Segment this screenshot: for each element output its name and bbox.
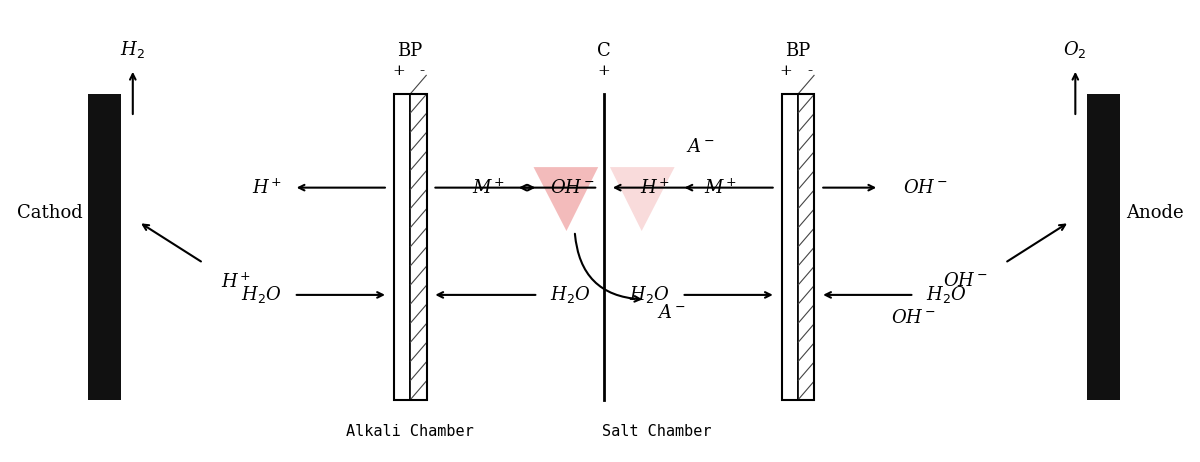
Text: OH$^-$: OH$^-$	[890, 309, 935, 327]
Text: H$_2$O: H$_2$O	[926, 285, 967, 305]
Text: H$_2$O: H$_2$O	[550, 285, 592, 305]
Text: A$^-$: A$^-$	[656, 304, 685, 322]
Text: H$_2$O: H$_2$O	[629, 285, 670, 305]
Text: Cathod: Cathod	[17, 204, 83, 222]
Text: C: C	[598, 42, 611, 60]
Text: M$^+$: M$^+$	[472, 178, 504, 197]
Bar	[798, 94, 815, 400]
Text: +: +	[598, 64, 611, 78]
Text: H$_2$: H$_2$	[120, 39, 145, 60]
Bar	[394, 94, 427, 400]
Polygon shape	[610, 167, 674, 231]
Text: M$^+$: M$^+$	[704, 178, 737, 197]
Text: H$_2$O: H$_2$O	[241, 285, 282, 305]
Text: Salt Chamber: Salt Chamber	[602, 424, 712, 439]
Text: H$^+$: H$^+$	[640, 178, 670, 197]
Bar	[781, 94, 798, 400]
Text: +: +	[392, 64, 404, 78]
Bar	[394, 94, 410, 400]
Text: H$^+$: H$^+$	[252, 178, 282, 197]
Text: A$^-$: A$^-$	[686, 138, 714, 156]
Bar	[410, 94, 427, 400]
Text: -: -	[419, 64, 425, 78]
Text: O$_2$: O$_2$	[1063, 39, 1087, 60]
Bar	[1087, 94, 1120, 400]
Text: -: -	[808, 64, 812, 78]
Bar	[88, 94, 121, 400]
Text: OH$^-$: OH$^-$	[943, 272, 988, 290]
Text: Anode: Anode	[1126, 204, 1183, 222]
Text: +: +	[780, 64, 792, 78]
Text: Alkali Chamber: Alkali Chamber	[347, 424, 474, 439]
Text: H$^+$: H$^+$	[221, 272, 251, 292]
Text: BP: BP	[785, 42, 811, 60]
Text: OH$^-$: OH$^-$	[902, 179, 947, 197]
Polygon shape	[534, 167, 598, 231]
Text: OH$^-$: OH$^-$	[550, 179, 594, 197]
Text: BP: BP	[397, 42, 422, 60]
Bar	[781, 94, 815, 400]
